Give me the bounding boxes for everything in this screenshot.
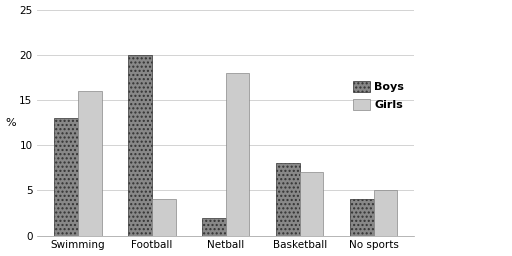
Bar — [300, 172, 323, 236]
Bar — [202, 218, 226, 236]
Bar — [276, 163, 300, 236]
Bar — [78, 91, 102, 236]
Bar — [226, 73, 249, 236]
Y-axis label: %: % — [6, 118, 16, 127]
Bar — [350, 199, 374, 236]
Bar — [152, 199, 176, 236]
Bar — [54, 118, 78, 236]
Bar — [129, 55, 152, 236]
Legend: Boys, Girls: Boys, Girls — [349, 76, 409, 115]
Bar — [374, 190, 397, 236]
